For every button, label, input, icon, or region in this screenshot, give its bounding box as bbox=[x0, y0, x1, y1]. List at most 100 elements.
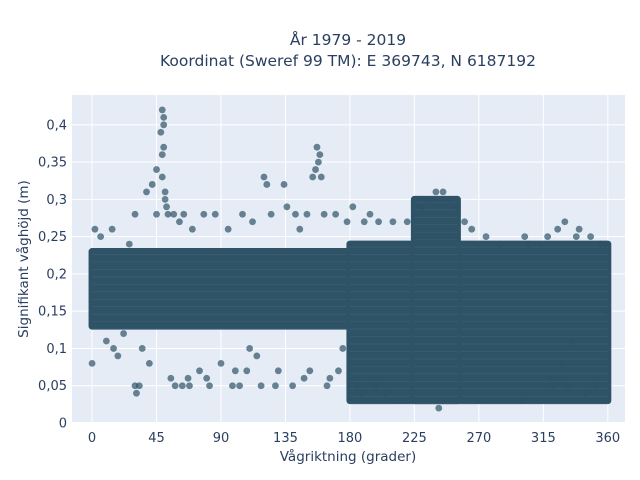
data-point bbox=[206, 382, 213, 390]
x-tick-label: 360 bbox=[595, 431, 620, 446]
data-point bbox=[564, 382, 572, 390]
data-point bbox=[211, 210, 219, 218]
data-point bbox=[439, 188, 447, 196]
data-point bbox=[549, 382, 557, 390]
data-point bbox=[246, 345, 254, 352]
y-tick-label: 0,4 bbox=[46, 118, 67, 133]
data-point bbox=[292, 210, 299, 218]
data-point bbox=[313, 143, 321, 151]
data-point bbox=[561, 218, 569, 226]
data-point bbox=[554, 225, 562, 233]
data-point bbox=[353, 382, 361, 390]
y-tick-label: 0,25 bbox=[38, 230, 67, 245]
data-point bbox=[97, 233, 105, 241]
dense-band bbox=[410, 195, 461, 405]
data-point bbox=[249, 218, 256, 226]
data-point bbox=[280, 181, 288, 188]
data-point bbox=[547, 374, 554, 382]
data-point bbox=[418, 203, 425, 211]
chart-title-line-2: Koordinat (Sweref 99 TM): E 369743, N 61… bbox=[160, 52, 536, 70]
data-point bbox=[164, 210, 172, 218]
data-point bbox=[435, 404, 443, 412]
data-point bbox=[176, 218, 183, 226]
data-point bbox=[396, 397, 404, 405]
data-point bbox=[343, 218, 351, 226]
data-points bbox=[88, 106, 612, 412]
data-point bbox=[525, 240, 533, 248]
data-point bbox=[163, 203, 170, 211]
data-point bbox=[475, 397, 483, 405]
data-point bbox=[468, 225, 476, 233]
data-point bbox=[102, 337, 110, 345]
data-point bbox=[229, 382, 236, 390]
data-point bbox=[357, 389, 365, 397]
data-point bbox=[184, 374, 192, 382]
data-point bbox=[587, 233, 595, 241]
data-point bbox=[253, 352, 261, 360]
data-point bbox=[496, 240, 504, 248]
x-tick-label: 180 bbox=[338, 431, 363, 446]
data-point bbox=[335, 367, 342, 375]
data-point bbox=[303, 210, 311, 218]
x-tick-label: 135 bbox=[273, 431, 298, 446]
data-point bbox=[153, 166, 160, 173]
data-point bbox=[582, 389, 590, 397]
y-tick-label: 0,3 bbox=[46, 193, 67, 208]
data-point bbox=[167, 374, 175, 382]
y-tick-labels: 0 0,05 0,1 0,15 0,2 0,25 0,3 0,35 0,4 bbox=[38, 118, 67, 431]
data-point bbox=[263, 181, 271, 188]
data-point bbox=[461, 218, 468, 226]
data-point bbox=[120, 330, 127, 337]
dense-band bbox=[88, 248, 354, 330]
data-point bbox=[309, 173, 317, 181]
data-point bbox=[518, 397, 526, 405]
data-point bbox=[453, 203, 461, 211]
y-tick-label: 0,35 bbox=[38, 156, 67, 171]
x-tick-label: 90 bbox=[213, 431, 230, 446]
data-point bbox=[332, 210, 340, 218]
data-point bbox=[158, 173, 166, 181]
data-point bbox=[544, 233, 552, 241]
data-point bbox=[131, 210, 139, 218]
data-point bbox=[272, 382, 279, 390]
data-point bbox=[389, 218, 397, 226]
data-point bbox=[243, 367, 251, 375]
data-point bbox=[108, 225, 116, 233]
x-tick-labels: 0 45 90 135 180 225 270 315 360 bbox=[88, 431, 620, 446]
data-point bbox=[317, 173, 325, 181]
x-tick-label: 45 bbox=[148, 431, 165, 446]
data-point bbox=[170, 210, 178, 218]
data-point bbox=[432, 188, 440, 196]
data-point bbox=[316, 151, 324, 159]
data-point bbox=[203, 374, 211, 382]
data-point bbox=[372, 382, 380, 390]
data-point bbox=[161, 188, 169, 196]
data-point bbox=[375, 218, 382, 226]
data-point bbox=[604, 307, 612, 315]
x-tick-label: 270 bbox=[466, 431, 491, 446]
data-point bbox=[153, 210, 160, 218]
data-point bbox=[178, 382, 186, 390]
data-point bbox=[306, 367, 314, 375]
data-point bbox=[135, 382, 143, 390]
data-point bbox=[200, 210, 208, 218]
x-tick-label: 0 bbox=[88, 431, 96, 446]
data-point bbox=[196, 367, 203, 375]
data-point bbox=[224, 225, 232, 233]
data-point bbox=[133, 389, 140, 397]
data-point bbox=[575, 225, 583, 233]
data-point bbox=[366, 210, 374, 218]
y-tick-label: 0,05 bbox=[38, 379, 67, 394]
data-point bbox=[88, 359, 96, 367]
data-point bbox=[274, 367, 282, 375]
data-point bbox=[403, 218, 411, 226]
data-point bbox=[186, 382, 193, 390]
data-point bbox=[296, 225, 304, 233]
data-point bbox=[592, 382, 600, 390]
chart-title-line-1: År 1979 - 2019 bbox=[290, 30, 406, 49]
data-point bbox=[161, 195, 169, 203]
data-point bbox=[188, 225, 196, 233]
data-point bbox=[568, 337, 576, 345]
y-tick-label: 0,15 bbox=[38, 305, 67, 320]
data-point bbox=[320, 210, 328, 218]
